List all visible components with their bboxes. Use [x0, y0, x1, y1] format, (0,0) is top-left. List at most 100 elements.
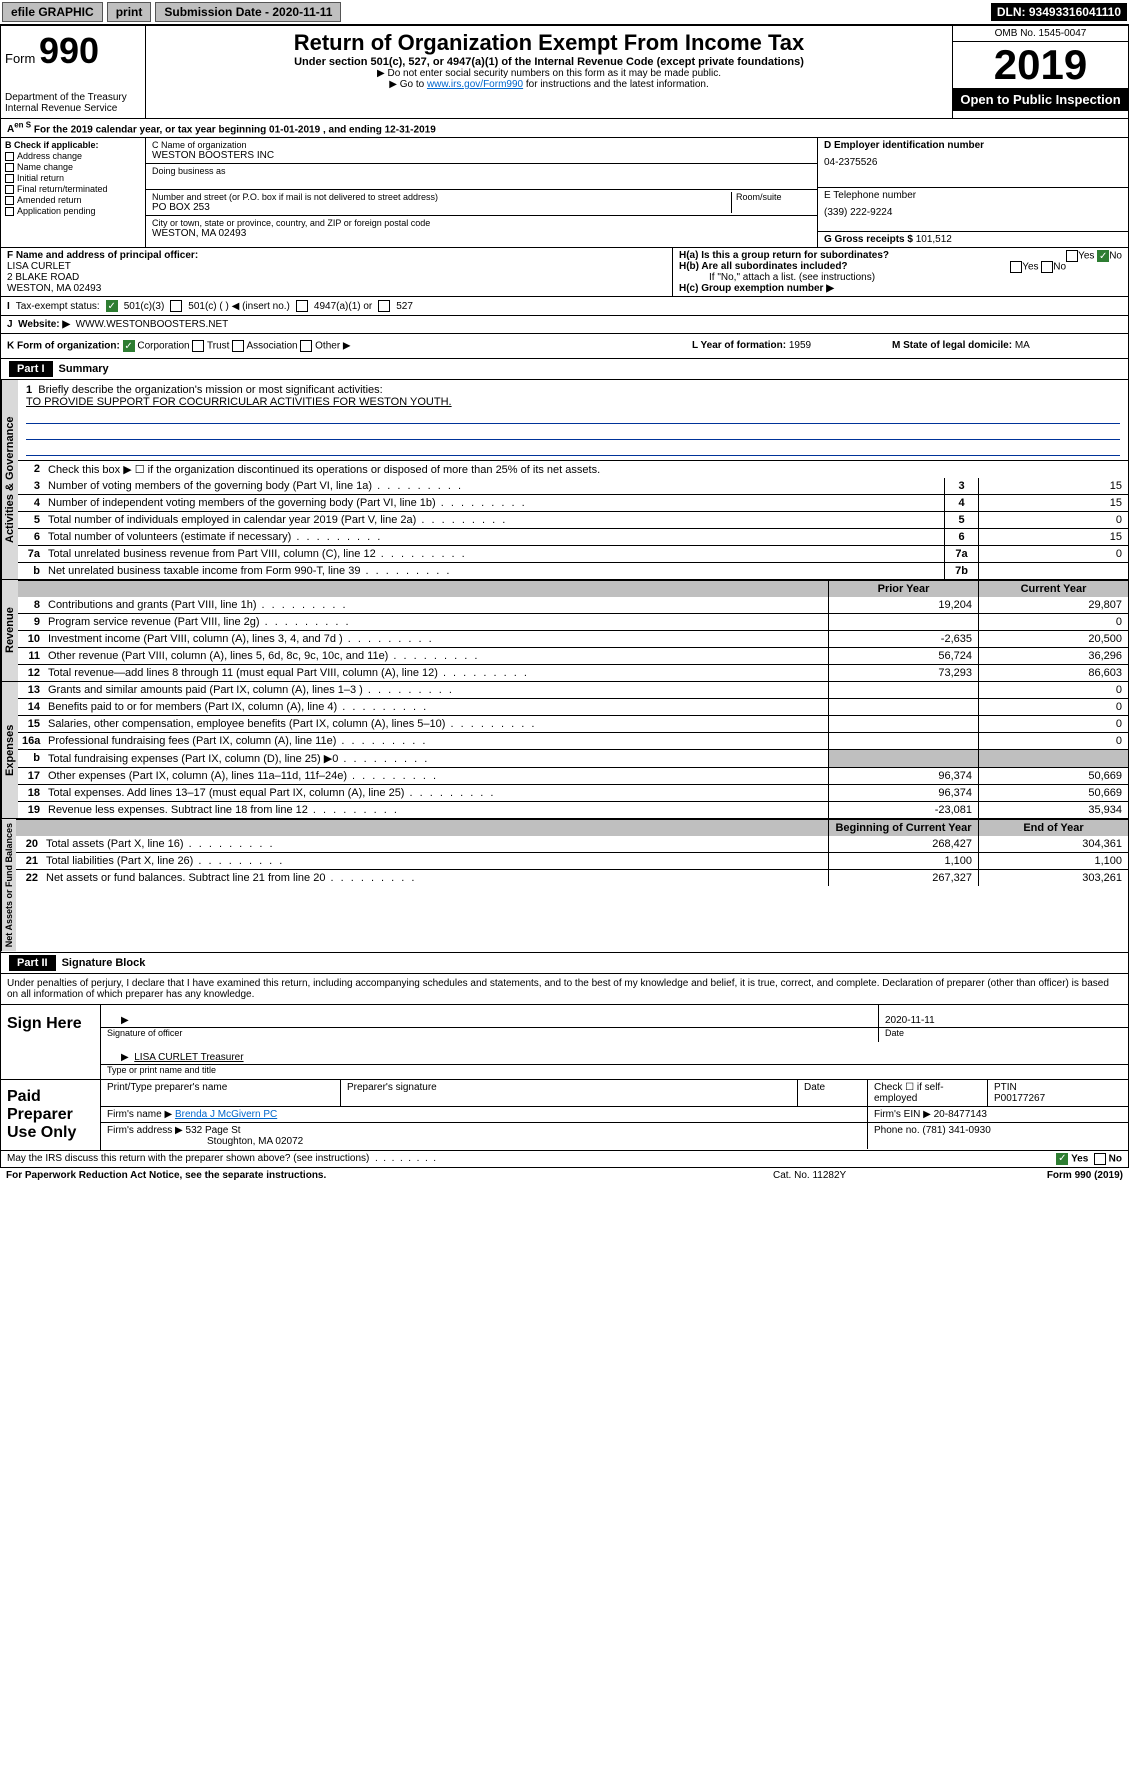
k-trust[interactable] [192, 340, 204, 352]
discuss-yes[interactable]: ✓ [1056, 1153, 1068, 1165]
line-value: 0 [978, 512, 1128, 528]
prior-value [828, 733, 978, 749]
line-text: Contributions and grants (Part VIII, lin… [44, 597, 828, 613]
hdr-prior: Prior Year [828, 581, 978, 597]
website: WWW.WESTONBOOSTERS.NET [76, 319, 229, 330]
cat-no: Cat. No. 11282Y [773, 1170, 973, 1181]
line-text: Salaries, other compensation, employee b… [44, 716, 828, 732]
current-value: 50,669 [978, 785, 1128, 801]
footer: For Paperwork Reduction Act Notice, see … [0, 1168, 1129, 1183]
current-value: 1,100 [978, 853, 1128, 869]
hb-note: If "No," attach a list. (see instruction… [679, 272, 1122, 283]
checkbox[interactable] [5, 163, 14, 172]
prep-col2: Preparer's signature [341, 1080, 798, 1106]
prior-value [828, 614, 978, 630]
prior-value: -2,635 [828, 631, 978, 647]
checkbox[interactable] [5, 196, 14, 205]
dba-lbl: Doing business as [152, 166, 811, 176]
line-text: Other revenue (Part VIII, column (A), li… [44, 648, 828, 664]
subdate-btn[interactable]: Submission Date - 2020-11-11 [155, 2, 341, 22]
hc-lbl: H(c) Group exemption number ▶ [679, 283, 834, 294]
open-public-label: Open to Public Inspection [953, 88, 1128, 111]
ha-yes[interactable] [1066, 250, 1078, 262]
k-corp[interactable]: ✓ [123, 340, 135, 352]
omb-label: OMB No. 1545-0047 [953, 26, 1128, 42]
b-label: B Check if applicable: [5, 140, 99, 150]
line-text: Number of independent voting members of … [44, 495, 944, 511]
prior-value [828, 699, 978, 715]
officer-sig-name: LISA CURLET Treasurer [134, 1052, 243, 1063]
line-text: Total number of individuals employed in … [44, 512, 944, 528]
prep-phone: (781) 341-0930 [922, 1125, 990, 1136]
efile-btn[interactable]: efile GRAPHIC [2, 2, 103, 22]
discuss-lbl: May the IRS discuss this return with the… [7, 1153, 369, 1164]
current-value: 29,807 [978, 597, 1128, 613]
i-527[interactable] [378, 300, 390, 312]
k-lbl: K Form of organization: [7, 341, 120, 352]
current-value: 0 [978, 614, 1128, 630]
b-item-label: Initial return [17, 173, 64, 183]
ptin-lbl: PTIN [994, 1082, 1017, 1093]
gross-receipts: 101,512 [916, 234, 952, 245]
row-klm: K Form of organization: ✓ Corporation Tr… [0, 334, 1129, 359]
c-name-lbl: C Name of organization [152, 140, 811, 150]
city-lbl: City or town, state or province, country… [152, 218, 811, 228]
k-assoc[interactable] [232, 340, 244, 352]
ha-no[interactable]: ✓ [1097, 250, 1109, 262]
i-501c[interactable] [170, 300, 182, 312]
line-text: Total expenses. Add lines 13–17 (must eq… [44, 785, 828, 801]
tab-exp: Expenses [1, 682, 18, 818]
i-4947[interactable] [296, 300, 308, 312]
col-c: C Name of organizationWESTON BOOSTERS IN… [146, 138, 818, 247]
checkbox[interactable] [5, 152, 14, 161]
line-text: Net unrelated business taxable income fr… [44, 563, 944, 579]
form-word: Form [5, 51, 35, 66]
b-item-label: Amended return [17, 195, 82, 205]
sign-here-lbl: Sign Here [1, 1005, 101, 1079]
line-text: Other expenses (Part IX, column (A), lin… [44, 768, 828, 784]
j-lbl: Website: ▶ [18, 319, 70, 330]
g-lbl: G Gross receipts $ [824, 234, 913, 245]
print-btn[interactable]: print [107, 2, 152, 22]
line-text: Total fundraising expenses (Part IX, col… [44, 750, 828, 767]
line-value [978, 563, 1128, 579]
b-item-label: Final return/terminated [17, 184, 108, 194]
discuss-row: May the IRS discuss this return with the… [0, 1151, 1129, 1168]
k-other[interactable] [300, 340, 312, 352]
irs-link[interactable]: www.irs.gov/Form990 [427, 79, 523, 90]
firm-ein: 20-8477143 [934, 1109, 987, 1120]
line-text: Benefits paid to or for members (Part IX… [44, 699, 828, 715]
e-lbl: E Telephone number [824, 190, 916, 201]
firm-name[interactable]: Brenda J McGivern PC [175, 1109, 277, 1120]
checkbox[interactable] [5, 174, 14, 183]
hdr-begin: Beginning of Current Year [828, 820, 978, 836]
top-bar: efile GRAPHIC print Submission Date - 20… [0, 0, 1129, 25]
checkbox[interactable] [5, 185, 14, 194]
current-value: 0 [978, 733, 1128, 749]
hb-yes[interactable] [1010, 261, 1022, 273]
checkbox[interactable] [5, 207, 14, 216]
hb-lbl: H(b) Are all subordinates included? [679, 261, 848, 272]
firm-addr2: Stoughton, MA 02072 [207, 1136, 303, 1147]
i-501c3[interactable]: ✓ [106, 300, 118, 312]
prep-col4a: Check ☐ if self-employed [868, 1080, 988, 1106]
date-lbl: Date [879, 1028, 1128, 1042]
line-text: Professional fundraising fees (Part IX, … [44, 733, 828, 749]
prior-value: 267,327 [828, 870, 978, 886]
hb-no[interactable] [1041, 261, 1053, 273]
header-grid: B Check if applicable: Address changeNam… [0, 138, 1129, 248]
firm-ein-lbl: Firm's EIN ▶ [874, 1109, 931, 1120]
form-header: Form 990 Department of the Treasury Inte… [0, 25, 1129, 119]
i-lbl: Tax-exempt status: [16, 301, 100, 312]
line-text: Total assets (Part X, line 16) [42, 836, 828, 852]
l2: Check this box ▶ ☐ if the organization d… [44, 461, 1128, 478]
dept-label: Department of the Treasury Internal Reve… [5, 92, 141, 114]
org-city: WESTON, MA 02493 [152, 228, 811, 239]
discuss-no[interactable] [1094, 1153, 1106, 1165]
prior-value: 19,204 [828, 597, 978, 613]
officer-addr2: WESTON, MA 02493 [7, 283, 101, 294]
section-ag: Activities & Governance 1 Briefly descri… [0, 380, 1129, 580]
l1-val: TO PROVIDE SUPPORT FOR COCURRICULAR ACTI… [26, 396, 452, 408]
phone-lbl: Phone no. [874, 1125, 920, 1136]
line-text: Number of voting members of the governin… [44, 478, 944, 494]
